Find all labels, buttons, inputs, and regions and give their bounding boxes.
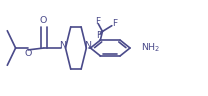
Text: F: F — [95, 17, 100, 26]
Text: F: F — [96, 31, 101, 40]
Text: N: N — [59, 41, 67, 50]
Text: O: O — [40, 16, 47, 25]
Text: N: N — [84, 41, 92, 50]
Text: NH$_2$: NH$_2$ — [141, 41, 161, 54]
Text: F: F — [112, 19, 118, 28]
Text: O: O — [24, 49, 32, 58]
